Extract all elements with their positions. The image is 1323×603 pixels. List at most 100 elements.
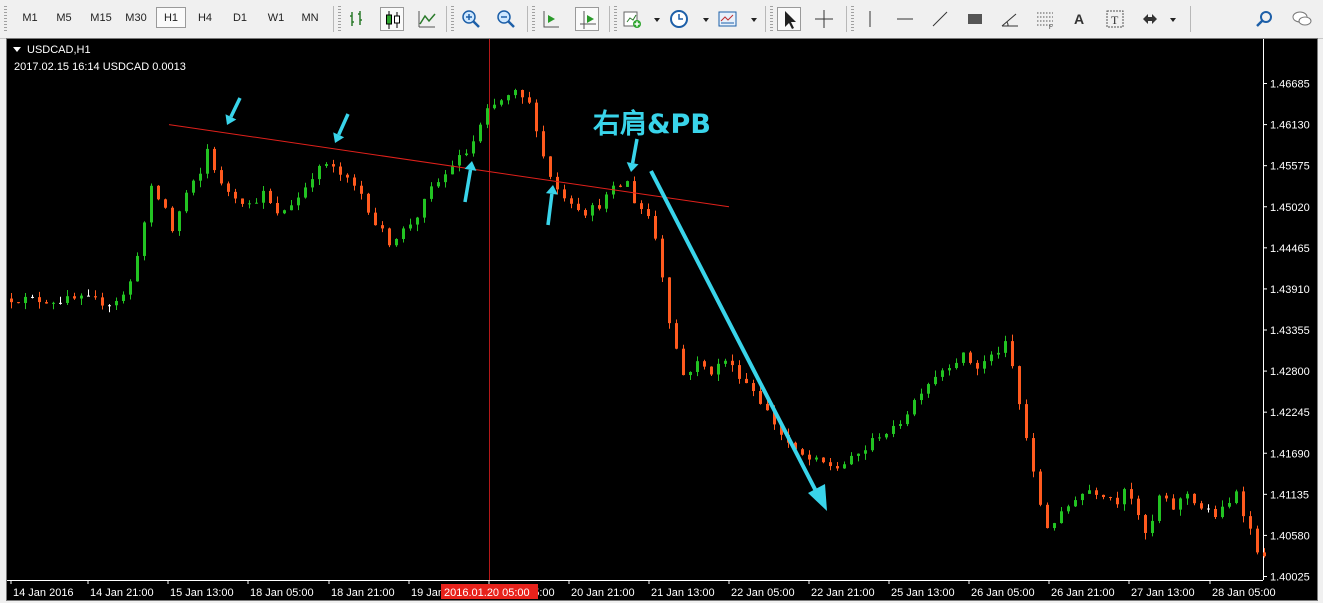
toolbar-grip[interactable] [451,6,454,32]
candle-bear [521,90,524,98]
neckline-trendline[interactable] [168,124,730,208]
candle-bear [1102,494,1105,498]
candle-bull [843,464,846,469]
price-tick-label: 1.41690 [1270,448,1310,460]
search-icon[interactable] [1253,7,1277,31]
candle-bull [1151,520,1154,533]
time-tick-label: 14 Jan 2016 [13,587,74,599]
candle-bull [1186,493,1189,499]
timeframe-d1-button[interactable]: D1 [232,12,248,24]
toolbar-grip[interactable] [338,6,341,32]
toolbar-grip[interactable] [851,6,854,32]
dropdown-chevron-icon[interactable] [701,7,711,31]
candle-bear [661,238,664,278]
dropdown-chevron-icon[interactable] [1168,7,1178,31]
chat-icon[interactable] [1290,7,1314,31]
angle-line-icon[interactable] [998,7,1022,31]
candle-bear [1137,498,1140,516]
new-chart-icon[interactable] [620,7,644,31]
candle-bear [360,185,363,194]
fibonacci-icon[interactable]: F [1033,7,1057,31]
marker-arrow-right-shoulder-shaft [630,138,639,164]
candle-bear [1046,504,1049,529]
rectangle-icon[interactable] [963,7,987,31]
candle-bear [668,277,671,324]
candle-bull [689,371,692,376]
time-tick-label: 28 Jan 05:00 [1212,587,1276,599]
line-chart-icon[interactable] [415,7,439,31]
candle-bull [1004,341,1007,353]
zoom-out-icon[interactable] [494,7,518,31]
timeframe-mn-button[interactable]: MN [301,12,319,24]
time-tick-label: 26 Jan 21:00 [1051,587,1115,599]
crosshair-time-label: 2016.01.20 05:00 [444,587,530,599]
price-tick-label: 1.44465 [1270,243,1310,255]
text-label-icon[interactable]: T [1103,7,1127,31]
dropdown-chevron-icon[interactable] [652,7,662,31]
timeframe-h4-button[interactable]: H4 [197,12,213,24]
candle-bear [10,298,13,303]
timeframe-m15-button[interactable]: M15 [90,12,112,24]
candle-bull [1060,511,1063,524]
marker-arrow-right-shoulder-head [626,162,639,172]
candle-bear [1109,497,1112,499]
candle-bull [465,153,468,156]
candle-bull [115,300,118,306]
price-tick-label: 1.42245 [1270,407,1310,419]
dropdown-chevron-icon[interactable] [749,7,759,31]
toolbar-separator [527,6,528,32]
svg-text:F: F [1049,25,1053,31]
candle-bear [1172,498,1175,510]
candle-bear [1214,508,1217,518]
cursor-arrow-icon[interactable] [777,7,801,31]
toolbar-grip[interactable] [770,6,773,32]
timeframe-m30-button[interactable]: M30 [125,12,147,24]
candle-bull [962,352,965,363]
crosshair-icon[interactable] [812,7,836,31]
price-chart[interactable]: 右肩&PB USDCAD,H1 2017.02.15 16:14 USDCAD 0.… [7,39,1317,600]
symbol-dropdown-icon[interactable] [13,47,21,52]
candle-bear [745,378,748,384]
candle-bear [598,205,601,209]
toolbar: M1 M5 M15 M30 H1 H4 D1 W1 MN F A T [0,0,1323,39]
periods-clock-icon[interactable] [668,7,692,31]
price-tick-label: 1.40580 [1270,530,1310,542]
zoom-in-icon[interactable] [459,7,483,31]
chart-window[interactable]: 右肩&PB USDCAD,H1 2017.02.15 16:14 USDCAD 0.… [6,38,1318,601]
vertical-line-icon[interactable] [858,7,882,31]
timeframe-m1-button[interactable]: M1 [22,12,38,24]
auto-scroll-icon[interactable] [575,7,599,31]
candle-bear [1039,471,1042,505]
candle-bull [857,453,860,456]
downtrend-arrow-shaft [649,170,821,498]
candle-bull [80,295,83,299]
candle-bear [675,323,678,349]
candle-bear [710,366,713,375]
trendline-icon[interactable] [928,7,952,31]
templates-icon[interactable] [716,7,740,31]
bar-chart-icon[interactable] [345,7,369,31]
candle-bull [129,281,132,295]
text-icon[interactable]: A [1068,7,1092,31]
candle-bull [892,425,895,434]
chart-shift-icon[interactable] [539,7,563,31]
candle-bear [1242,491,1245,517]
price-tick-label: 1.46685 [1270,79,1310,91]
candle-bear [969,352,972,363]
price-tick-label: 1.43910 [1270,284,1310,296]
horizontal-line-icon[interactable] [893,7,917,31]
toolbar-grip[interactable] [4,6,7,32]
timeframe-h1-button[interactable]: H1 [156,7,186,28]
candle-bull [1081,493,1084,501]
candle-bull [444,174,447,183]
candlestick-chart-icon[interactable] [380,7,404,31]
timeframe-m5-button[interactable]: M5 [56,12,72,24]
timeframe-w1-button[interactable]: W1 [267,12,285,24]
candle-bull [1067,506,1070,512]
toolbar-grip[interactable] [532,6,535,32]
arrows-icon[interactable] [1138,7,1162,31]
candle-bull [983,361,986,369]
candle-bear [976,362,979,369]
toolbar-grip[interactable] [614,6,617,32]
svg-text:A: A [1074,11,1084,27]
